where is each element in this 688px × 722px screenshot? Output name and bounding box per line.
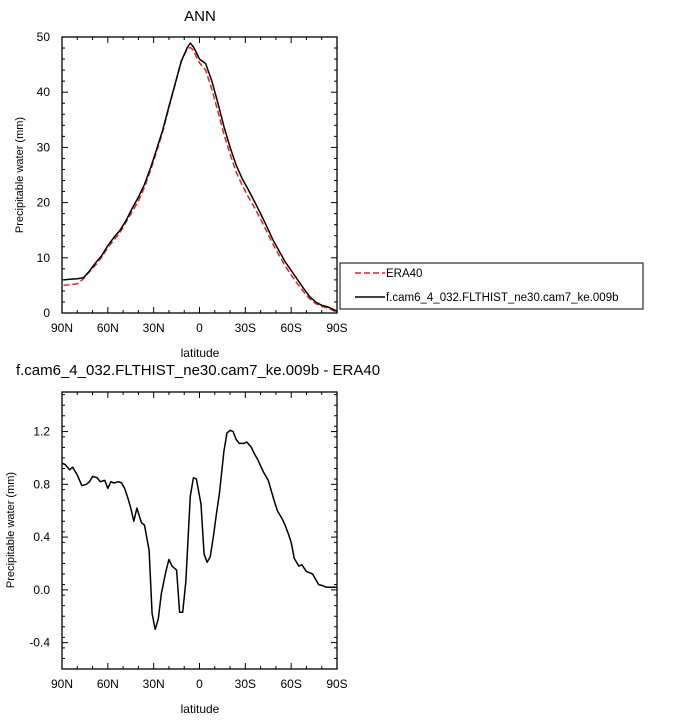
panel-1-y-tick-label: 30 [37, 140, 51, 154]
panel-1-x-tick-label: 90N [51, 321, 73, 335]
panel-2-series [61, 429, 337, 631]
difference-line [61, 429, 337, 631]
series-line-f [63, 42, 338, 312]
panel-2-y-tick-label: -0.4 [29, 636, 50, 650]
panel-1-y-tick-label: 40 [37, 85, 51, 99]
panel-1-x-tick-label: 30N [143, 321, 165, 335]
panel-2-x-tick-label: 30N [143, 677, 165, 691]
panel-1-axes: 90N 60N 30N 0 30S 60S 90S 0 10 20 30 40 50 [37, 30, 348, 335]
series-line-era40 [63, 46, 338, 313]
panel-2-x-label: latitude [181, 702, 220, 716]
panel-1-title: ANN [184, 8, 216, 25]
legend: ERA40 f.cam6_4_032.FLTHIST_ne30.cam7_ke.… [339, 262, 644, 310]
panel-2-x-tick-label: 60S [280, 677, 301, 691]
panel-2-y-tick-label: 0.4 [33, 530, 50, 544]
panel-1-frame [61, 36, 338, 314]
panel-2-x-tick-label: 90S [326, 677, 347, 691]
panel-1: ANN Precipitable water (mm) latitude 90N… [14, 8, 348, 360]
panel-1-x-tick-label: 60N [97, 321, 119, 335]
panel-2: f.cam6_4_032.FLTHIST_ne30.cam7_ke.009b -… [5, 362, 380, 716]
legend-label-era40: ERA40 [386, 268, 422, 280]
panel-2-y-tick-label: 1.2 [33, 425, 50, 439]
panel-1-series [63, 42, 338, 313]
panel-2-y-tick-label: 0.8 [33, 477, 50, 491]
panel-1-x-tick-label: 60S [280, 321, 301, 335]
panel-2-x-tick-label: 0 [196, 677, 203, 691]
legend-box [339, 262, 644, 310]
panel-1-y-tick-label: 10 [37, 251, 51, 265]
panel-1-x-tick-label: 30S [235, 321, 256, 335]
panel-1-y-tick-label: 50 [37, 30, 51, 44]
panel-1-y-tick-label: 20 [37, 196, 51, 210]
panel-1-x-tick-label: 0 [196, 321, 203, 335]
panel-2-y-tick-label: 0.0 [33, 583, 50, 597]
panel-2-x-tick-label: 90N [51, 677, 73, 691]
panel-1-x-label: latitude [181, 346, 220, 360]
legend-label-model: f.cam6_4_032.FLTHIST_ne30.cam7_ke.009b [386, 292, 618, 304]
panel-1-y-label: Precipitable water (mm) [14, 117, 26, 233]
panel-1-y-tick-label: 0 [43, 306, 50, 320]
panel-2-axes: 90N 60N 30N 0 30S 60S 90S -0.4 0.0 0.4 0.8 1.2 [29, 392, 348, 691]
panel-2-y-label: Precipitable water (mm) [5, 472, 17, 588]
panel-2-title: f.cam6_4_032.FLTHIST_ne30.cam7_ke.009b -… [16, 362, 380, 379]
panel-2-x-tick-label: 30S [235, 677, 256, 691]
panel-1-x-tick-label: 90S [326, 321, 347, 335]
panel-2-x-tick-label: 60N [97, 677, 119, 691]
panel-2-frame [61, 391, 338, 670]
